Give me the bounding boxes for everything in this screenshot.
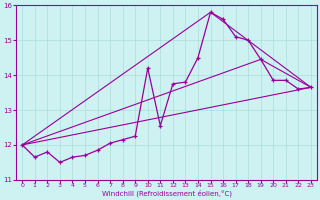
X-axis label: Windchill (Refroidissement éolien,°C): Windchill (Refroidissement éolien,°C) (101, 190, 232, 197)
